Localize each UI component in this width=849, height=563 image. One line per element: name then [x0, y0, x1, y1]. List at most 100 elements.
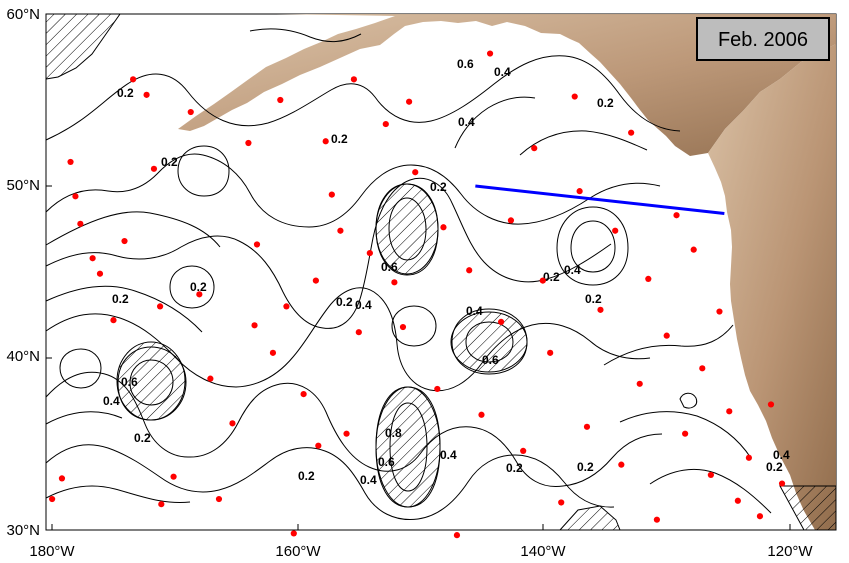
- observation-point: [156, 303, 164, 310]
- contour-label: 0.8: [385, 426, 402, 440]
- observation-point: [170, 473, 177, 480]
- observation-point: [382, 120, 389, 128]
- observation-point: [290, 530, 297, 537]
- contour-label: 0.4: [440, 448, 457, 462]
- observation-point: [576, 188, 583, 195]
- observation-point: [406, 98, 413, 105]
- north-america-west-coast: [708, 44, 836, 530]
- contour-label: 0.2: [506, 461, 523, 475]
- observation-point: [229, 420, 236, 427]
- observation-point: [453, 532, 461, 539]
- observation-point: [350, 76, 358, 83]
- contour-label: 0.2: [766, 460, 783, 474]
- observation-point: [187, 108, 194, 116]
- observation-point: [121, 237, 128, 245]
- observation-point: [96, 270, 104, 277]
- contour-label: 0.2: [298, 469, 315, 483]
- observation-point: [571, 93, 578, 100]
- observation-point: [89, 255, 96, 262]
- date-badge: Feb. 2006: [696, 17, 830, 61]
- observation-point: [77, 220, 84, 227]
- transect-line: [475, 184, 725, 216]
- observation-point: [520, 447, 527, 454]
- observation-point: [67, 158, 74, 166]
- lat-label-60n: 60°N: [6, 6, 40, 23]
- observation-point: [645, 275, 652, 282]
- observation-point: [434, 385, 441, 393]
- observation-point: [110, 317, 117, 324]
- observation-point: [478, 411, 485, 418]
- observation-point: [143, 91, 150, 98]
- contour-label: 0.6: [482, 353, 499, 367]
- axis-ticks: [46, 13, 791, 531]
- observation-point: [399, 323, 407, 331]
- observation-point: [699, 365, 706, 372]
- contour-label: 0.2: [161, 155, 178, 169]
- observation-point: [663, 332, 670, 339]
- observation-point: [734, 497, 741, 504]
- observation-point: [507, 217, 515, 224]
- observation-point: [253, 241, 261, 248]
- contour-label: 0.6: [381, 260, 398, 274]
- contour-label: 0.6: [378, 455, 395, 469]
- contour-label: 0.4: [103, 394, 120, 408]
- observation-point: [767, 401, 775, 408]
- observation-points: [49, 50, 786, 539]
- observation-point: [547, 349, 554, 356]
- contour-label: 0.4: [458, 115, 475, 129]
- observation-point: [215, 495, 223, 503]
- contour-label: 0.2: [430, 180, 447, 194]
- date-badge-text: Feb. 2006: [718, 29, 808, 51]
- observation-point: [653, 516, 661, 523]
- observation-point: [756, 513, 764, 520]
- observation-point: [391, 279, 398, 286]
- observation-point: [328, 191, 335, 198]
- contour-label: 0.2: [117, 86, 134, 100]
- high-value-hatched-regions: [45, 13, 837, 531]
- observation-point: [636, 380, 643, 387]
- contour-label: 0.4: [494, 65, 511, 79]
- observation-point: [343, 430, 350, 437]
- observation-point: [498, 318, 505, 325]
- observation-point: [277, 96, 284, 104]
- observation-point: [682, 430, 689, 437]
- observation-point: [245, 139, 252, 147]
- contour-label: 0.2: [190, 280, 207, 294]
- contour-label: 0.2: [112, 292, 129, 306]
- alaska-land: [178, 14, 836, 156]
- contour-label: 0.4: [564, 263, 581, 277]
- contour-label: 0.2: [134, 431, 151, 445]
- contour-label: 0.4: [466, 304, 483, 318]
- observation-point: [150, 165, 158, 172]
- observation-point: [49, 495, 56, 503]
- observation-point: [283, 303, 290, 310]
- observation-point: [539, 277, 546, 284]
- observation-point: [315, 442, 322, 449]
- longitude-axis: 180°W 160°W 140°W 120°W: [29, 543, 813, 560]
- observation-point: [466, 267, 473, 274]
- contour-label: 0.6: [457, 57, 474, 71]
- observation-point: [269, 349, 277, 356]
- observation-point: [531, 145, 538, 152]
- observation-point: [72, 193, 79, 200]
- lat-label-50n: 50°N: [6, 177, 40, 194]
- contour-label: 0.4: [360, 473, 377, 487]
- contour-labels: 0.2 0.2 0.2 0.4 0.2 0.2 0.6 0.4 0.2 0.2 …: [103, 57, 790, 487]
- contour-label: 0.2: [336, 295, 353, 309]
- contour-label: 0.4: [773, 448, 790, 462]
- observation-point: [129, 76, 137, 83]
- observation-point: [486, 50, 494, 57]
- contour-label: 0.2: [577, 460, 594, 474]
- lat-label-40n: 40°N: [6, 348, 40, 365]
- observation-point: [745, 454, 753, 461]
- observation-point: [778, 480, 786, 487]
- observation-point: [690, 246, 697, 253]
- contour-label: 0.2: [331, 132, 348, 146]
- observation-point: [583, 423, 591, 430]
- observation-point: [337, 227, 344, 234]
- lon-label-180w: 180°W: [29, 543, 75, 560]
- observation-point: [322, 138, 329, 145]
- observation-point: [628, 129, 635, 136]
- observation-point: [300, 391, 307, 398]
- observation-point: [716, 308, 723, 315]
